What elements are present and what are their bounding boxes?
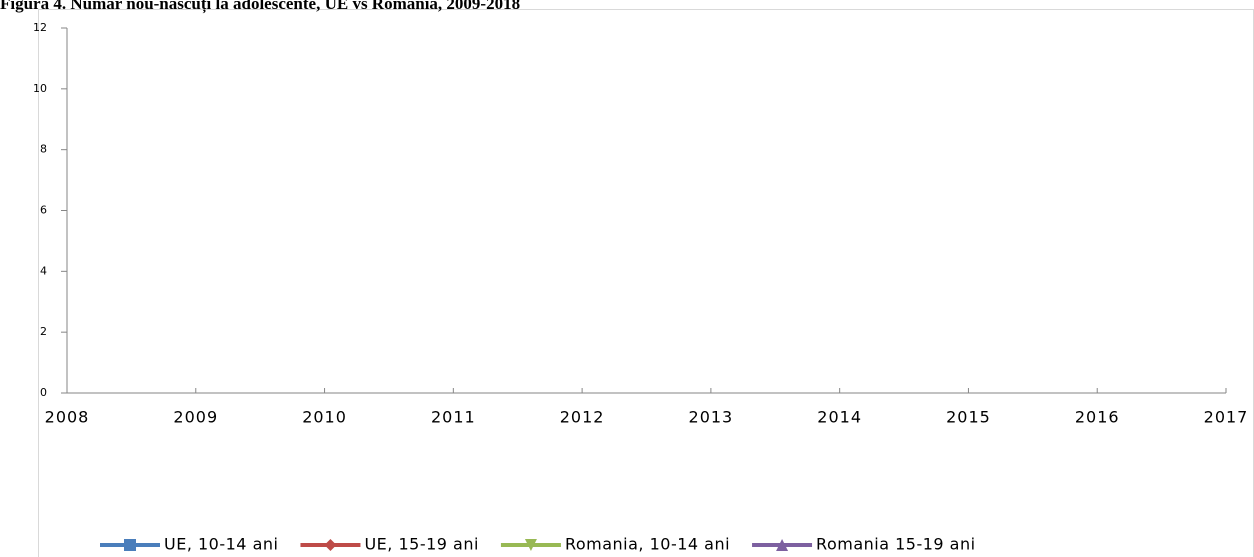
y-tick-label: 8	[40, 143, 47, 156]
legend-marker	[524, 539, 537, 551]
x-tick-label: 2017	[1204, 408, 1249, 427]
legend-label: UE, 15-19 ani	[364, 535, 478, 554]
x-tick-label: 2015	[946, 408, 991, 427]
chart-title: Figura 4. Număr nou-născuți la adolescen…	[0, 0, 520, 14]
x-tick-label: 2008	[45, 408, 90, 427]
legend-label: Romania, 10-14 ani	[565, 535, 730, 554]
x-tick-label: 2016	[1075, 408, 1120, 427]
x-tick-label: 2009	[173, 408, 218, 427]
legend-label: UE, 10-14 ani	[164, 535, 278, 554]
x-tick-label: 2013	[689, 408, 734, 427]
x-tick-label: 2011	[431, 408, 476, 427]
legend-marker	[324, 539, 337, 551]
x-tick-label: 2014	[817, 408, 862, 427]
y-tick-label: 0	[40, 386, 47, 399]
x-tick-label: 2012	[560, 408, 605, 427]
y-tick-label: 12	[33, 21, 47, 34]
chart-border	[38, 9, 1254, 557]
legend-marker	[124, 539, 136, 551]
legend-label: Romania 15-19 ani	[816, 535, 976, 554]
x-tick-label: 2010	[302, 408, 347, 427]
y-tick-label: 2	[40, 325, 47, 338]
y-tick-label: 10	[33, 82, 47, 95]
y-tick-label: 4	[40, 264, 47, 277]
y-tick-label: 6	[40, 204, 47, 217]
legend-marker	[776, 539, 789, 551]
